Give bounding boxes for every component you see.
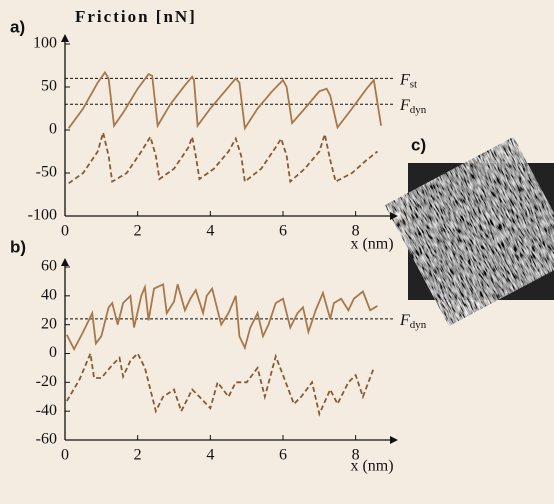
panel-label: b) <box>10 237 26 256</box>
reference-subscript: st <box>410 78 417 90</box>
reference-subscript: dyn <box>410 104 427 116</box>
data-line <box>66 350 375 417</box>
x-tick-label: 4 <box>206 447 214 464</box>
y-tick-label: -100 <box>28 207 57 224</box>
data-line <box>66 282 378 352</box>
chart-title: Friction [nN] <box>75 7 197 26</box>
y-axis-arrow <box>61 34 69 42</box>
data-line <box>68 129 379 185</box>
y-tick-label: 20 <box>41 315 57 332</box>
panel-label: c) <box>411 135 426 154</box>
x-axis-arrow <box>390 436 398 444</box>
x-axis-arrow <box>390 212 398 220</box>
x-axis-label: x (nm) <box>350 458 393 475</box>
reference-symbol: F <box>399 312 410 329</box>
x-tick-label: 0 <box>61 447 69 464</box>
x-axis-label: x (nm) <box>350 236 393 253</box>
x-tick-label: 6 <box>279 223 287 240</box>
y-tick-label: 50 <box>41 78 57 95</box>
x-tick-label: 6 <box>279 447 287 464</box>
x-tick-label: 8 <box>352 447 360 464</box>
reference-label: Fst <box>399 71 417 90</box>
y-tick-label: 40 <box>41 287 57 304</box>
panel-label: a) <box>10 17 25 36</box>
x-tick-label: 0 <box>61 223 69 240</box>
y-axis-arrow <box>61 258 69 266</box>
y-tick-label: -20 <box>36 373 57 390</box>
x-tick-label: 2 <box>134 223 142 240</box>
x-tick-label: 8 <box>352 223 360 240</box>
x-tick-label: 2 <box>134 447 142 464</box>
y-tick-label: -40 <box>36 402 57 419</box>
reference-symbol: F <box>399 97 410 114</box>
y-tick-label: 100 <box>33 35 57 52</box>
y-tick-label: -60 <box>36 431 57 448</box>
x-tick-label: 4 <box>206 223 214 240</box>
reference-symbol: F <box>399 71 410 88</box>
afm-image <box>384 136 554 327</box>
reference-label: Fdyn <box>399 312 427 331</box>
y-tick-label: 60 <box>41 258 57 275</box>
y-tick-label: 0 <box>49 121 57 138</box>
reference-subscript: dyn <box>410 318 427 330</box>
reference-label: Fdyn <box>399 97 427 116</box>
y-tick-label: -50 <box>36 164 57 181</box>
y-tick-label: 0 <box>49 344 57 361</box>
data-line <box>67 70 382 131</box>
